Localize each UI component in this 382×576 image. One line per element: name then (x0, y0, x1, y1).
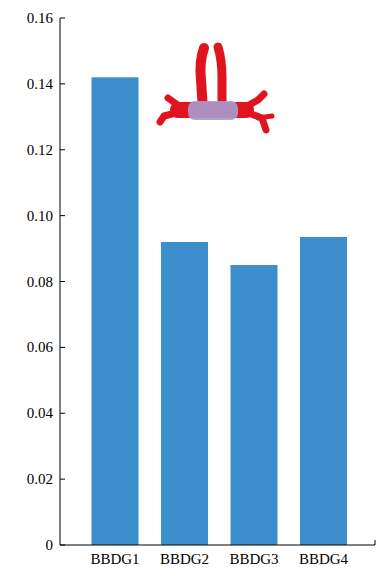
y-tick (60, 18, 65, 19)
x-tick-label: BBDG2 (160, 551, 209, 567)
bar (231, 265, 278, 545)
y-tick (60, 347, 65, 348)
vessel (244, 94, 264, 108)
vessel (168, 98, 182, 108)
vessel (258, 116, 272, 118)
y-tick-label: 0.04 (27, 405, 54, 421)
bar (161, 242, 208, 545)
y-tick-label: 0.10 (27, 208, 53, 224)
x-tick-label: BBDG3 (229, 551, 278, 567)
x-tick-label: BBDG1 (90, 551, 139, 567)
y-tick (60, 83, 65, 84)
y-tick-label: 0.02 (27, 471, 53, 487)
y-tick-label: 0.12 (27, 142, 53, 158)
y-tick (60, 215, 65, 216)
y-tick (60, 545, 65, 546)
vessel (218, 47, 222, 110)
vessel (160, 112, 180, 122)
vessel (246, 112, 266, 130)
y-tick (60, 149, 65, 150)
bar (92, 77, 139, 545)
bar (300, 237, 347, 545)
x-tick-label: BBDG4 (299, 551, 349, 567)
y-tick-label: 0.14 (27, 76, 54, 92)
y-tick-label: 0.06 (27, 339, 54, 355)
bars (92, 77, 348, 545)
vessel-illustration (160, 47, 272, 130)
x-axis (60, 545, 375, 546)
y-tick (60, 479, 65, 480)
y-tick (60, 281, 65, 282)
y-tick-label: 0.16 (27, 10, 54, 26)
chart: 0 0.02 0.04 0.06 0.08 0.10 0.12 0.14 0.16 BBDG1 BB… (0, 0, 382, 576)
y-tick (60, 413, 65, 414)
graft (188, 101, 238, 120)
y-tick-label: 0 (46, 537, 54, 553)
axis-end-tick (375, 540, 376, 545)
vessel (200, 48, 204, 110)
y-tick-label: 0.08 (27, 274, 53, 290)
